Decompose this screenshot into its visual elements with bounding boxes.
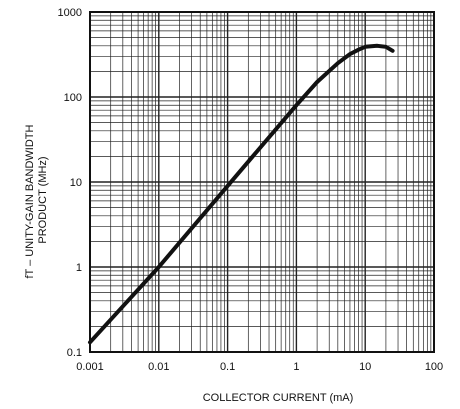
series-line xyxy=(88,43,395,345)
y-axis-label: fT – UNITY-GAIN BANDWIDTH PRODUCT (MHz) xyxy=(24,121,49,278)
x-axis-label: COLLECTOR CURRENT (mA) xyxy=(203,392,354,404)
x-tick-label: 0.01 xyxy=(148,361,169,373)
plot-frame xyxy=(89,11,435,353)
y-axis-label-line-1: fT – UNITY-GAIN BANDWIDTH xyxy=(24,124,36,278)
x-tick-labels: 0.001 0.01 0.1 1 10 100 xyxy=(76,361,443,373)
y-tick-label: 1000 xyxy=(58,7,82,19)
y-axis-label-line-2: PRODUCT (MHz) xyxy=(37,156,49,243)
y-tick-label: 100 xyxy=(64,92,82,104)
x-tick-label: 0.001 xyxy=(76,361,104,373)
y-tick-label: 0.1 xyxy=(67,347,82,359)
y-tick-labels: 0.1 1 10 100 1000 xyxy=(58,7,82,359)
y-tick-label: 1 xyxy=(76,262,82,274)
x-tick-label: 10 xyxy=(359,361,371,373)
y-tick-label: 10 xyxy=(70,177,82,189)
x-tick-label: 1 xyxy=(293,361,299,373)
x-tick-label: 100 xyxy=(425,361,443,373)
x-tick-label: 0.1 xyxy=(220,361,235,373)
grid xyxy=(90,12,434,352)
